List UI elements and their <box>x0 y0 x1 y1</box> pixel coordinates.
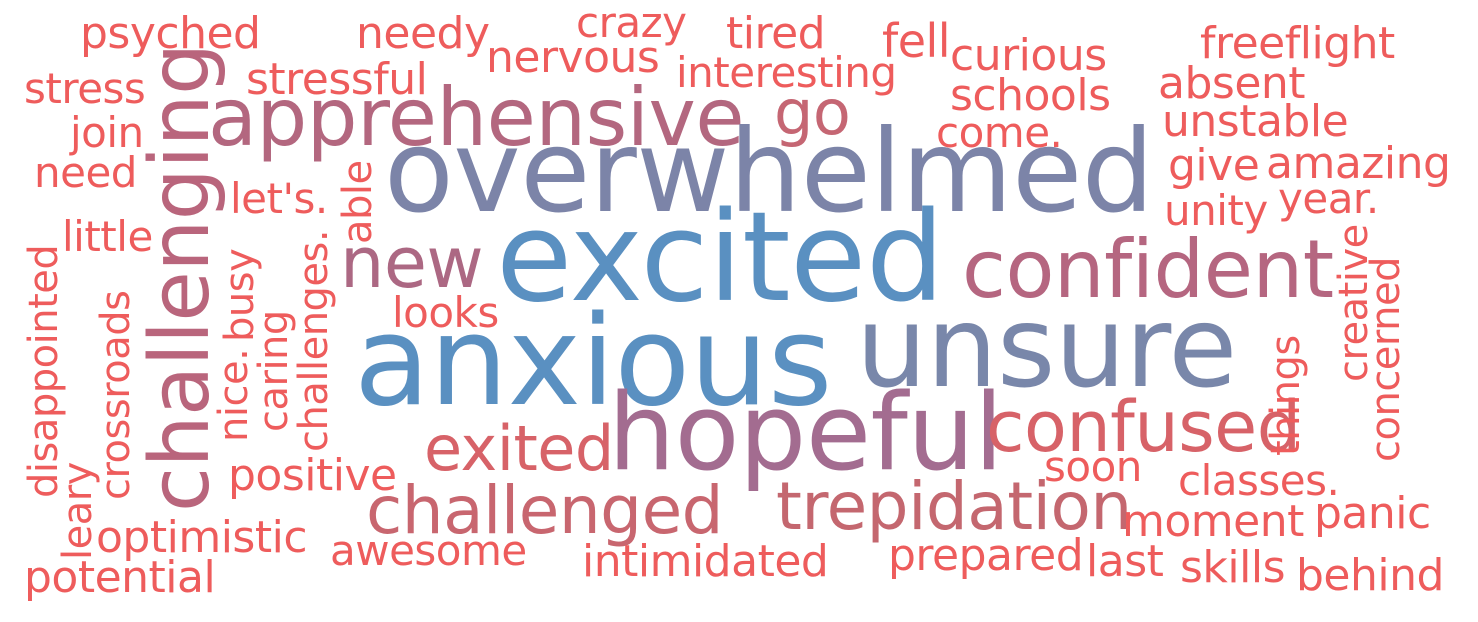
word-stress: stress <box>24 64 146 113</box>
word-go: go <box>774 76 851 149</box>
word-nice: nice. <box>211 348 257 442</box>
word-intimidated: intimidated <box>582 536 829 587</box>
word-confident: confident <box>962 223 1334 316</box>
word-lets: let's. <box>230 174 328 223</box>
word-disappointed: disappointed <box>21 244 67 498</box>
word-come: come. <box>936 108 1063 157</box>
word-challenged: challenged <box>366 472 724 549</box>
word-hopeful: hopeful <box>608 371 1003 494</box>
word-moment: moment <box>1122 496 1304 547</box>
word-anxious: anxious <box>354 290 832 434</box>
word-potential: potential <box>24 552 216 603</box>
word-skills: skills <box>1180 542 1286 593</box>
word-apprehensive: apprehensive <box>208 71 745 164</box>
word-psyched: psyched <box>80 8 261 59</box>
word-prepared: prepared <box>888 530 1084 581</box>
word-things: things <box>1263 335 1309 456</box>
word-caring: caring <box>251 310 297 432</box>
word-excited: excited <box>496 186 945 330</box>
word-little: little <box>62 212 153 261</box>
word-positive: positive <box>228 450 397 501</box>
word-new: new <box>340 222 484 304</box>
word-exited: exited <box>424 412 614 485</box>
word-unstable: unstable <box>1162 96 1349 147</box>
word-challenging: challenging <box>133 43 228 512</box>
word-year: year. <box>1278 174 1379 223</box>
word-fell: fell <box>882 14 951 68</box>
word-soon: soon <box>1044 442 1142 491</box>
word-curious: curious <box>950 30 1107 81</box>
word-panic: panic <box>1314 488 1431 539</box>
word-last: last <box>1086 536 1164 587</box>
word-overwhelmed: overwhelmed <box>384 105 1154 238</box>
word-unsure: unsure <box>856 283 1237 413</box>
word-amazing: amazing <box>1266 138 1451 189</box>
word-trepidation: trepidation <box>776 468 1132 545</box>
word-freeflight: freeflight <box>1200 18 1395 69</box>
word-leary: leary <box>55 462 101 560</box>
word-optimistic: optimistic <box>96 512 308 563</box>
word-absent: absent <box>1158 58 1306 109</box>
word-join: join <box>70 108 144 157</box>
word-awesome: awesome <box>330 526 527 575</box>
word-classes: classes. <box>1178 456 1340 505</box>
word-concerned: concerned <box>1363 256 1409 462</box>
word-interesting: interesting <box>676 48 897 97</box>
word-stressful: stressful <box>246 54 428 105</box>
word-crossroads: crossroads <box>93 290 139 501</box>
word-behind: behind <box>1296 550 1444 601</box>
word-able: able <box>335 160 381 244</box>
word-tired: tired <box>726 8 826 59</box>
word-confused: confused <box>986 386 1301 468</box>
word-looks: looks <box>392 288 499 337</box>
word-nervous: nervous <box>486 32 660 83</box>
word-crazy: crazy <box>576 0 687 47</box>
word-need: need <box>34 148 137 197</box>
word-give: give <box>1168 140 1260 191</box>
word-challenges: challenges. <box>291 229 337 452</box>
word-needy: needy <box>356 8 490 59</box>
word-schools: schools <box>950 70 1111 121</box>
word-unity: unity <box>1164 186 1268 235</box>
